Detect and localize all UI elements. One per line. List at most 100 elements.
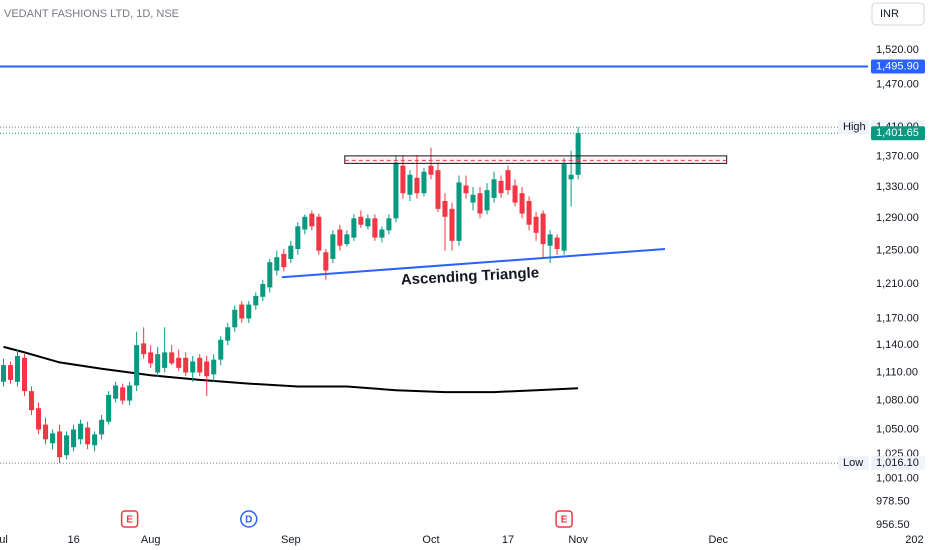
candle-body [449, 208, 455, 241]
event-label[interactable]: D [245, 515, 252, 526]
candle-body [421, 171, 427, 194]
y-tick-label: 1,370.00 [876, 151, 919, 163]
candle-body [295, 226, 301, 250]
candle-body [218, 339, 224, 360]
x-tick-label: 17 [502, 534, 514, 546]
y-tick-label: 1,290.00 [876, 212, 919, 224]
last-price-label: 1,401.65 [876, 127, 919, 139]
candle-body [351, 218, 357, 238]
candle-body [57, 431, 63, 458]
candle-body [190, 361, 196, 373]
time-axis [0, 530, 932, 550]
candle-body [246, 304, 252, 319]
candle-body [512, 185, 518, 203]
candle-body [498, 180, 504, 194]
candle-body [64, 435, 70, 456]
extreme-name-box [838, 120, 869, 135]
candle-body [176, 357, 182, 368]
candle-body [547, 234, 553, 246]
candle-body [491, 179, 497, 198]
candle-body [127, 385, 133, 401]
price-axis [868, 28, 932, 530]
candle-body [113, 385, 119, 399]
candle-body [428, 165, 434, 175]
y-tick-label: 1,520.00 [876, 44, 919, 56]
candle-body [183, 357, 189, 373]
candle-body [162, 352, 168, 368]
resistance-zone [344, 155, 728, 164]
candle-body [29, 391, 35, 411]
candle-body [505, 170, 511, 191]
candle-body [519, 193, 525, 214]
y-tick-label: 1,250.00 [876, 245, 919, 257]
candle-body [239, 304, 245, 319]
candle-body [134, 345, 140, 386]
candle-body [337, 229, 343, 246]
candle-body [169, 352, 175, 364]
candle-body [323, 252, 329, 271]
candle-body [99, 419, 105, 435]
x-tick-label: ul [0, 534, 8, 546]
candle-body [407, 174, 413, 195]
candle-body [414, 177, 420, 194]
candle-body [575, 133, 581, 175]
candle-body [22, 357, 28, 392]
y-tick-label: 1,330.00 [876, 181, 919, 193]
event-marker[interactable] [120, 510, 139, 528]
event-label[interactable]: E [126, 515, 133, 526]
candle-body [0, 365, 7, 382]
event-marker[interactable] [240, 510, 258, 528]
extreme-tag-label: 1,016.10 [876, 457, 919, 469]
candle-body [442, 200, 448, 217]
x-tick-label: Aug [141, 534, 161, 546]
candle-body [120, 387, 126, 401]
chart-title: VEDANT FASHIONS LTD, 1D, NSE [4, 8, 179, 20]
candle-body [526, 200, 532, 225]
candle-body [148, 352, 154, 364]
x-tick-label: 202 [905, 534, 923, 546]
x-tick-label: Nov [568, 534, 588, 546]
candle-body [400, 165, 406, 194]
candle-body [253, 295, 259, 306]
candle-body [281, 253, 287, 268]
candle-body [477, 193, 483, 214]
candle-body [379, 229, 385, 238]
candle-body [85, 427, 91, 445]
last-price-tag [871, 126, 925, 141]
x-tick-label: 16 [67, 534, 79, 546]
y-tick-label: 1,110.00 [876, 366, 918, 378]
candle-body [358, 216, 364, 225]
price-tag-label: 1,495.90 [876, 60, 919, 72]
y-tick-label: 1,210.00 [876, 278, 919, 290]
candle-body [204, 361, 210, 377]
event-label[interactable]: E [561, 515, 568, 526]
candle-body [309, 213, 315, 227]
price-tag [871, 59, 925, 74]
candle-body [274, 257, 280, 271]
x-tick-label: Sep [281, 534, 301, 546]
candle-body [36, 408, 42, 430]
extreme-name-box [838, 456, 869, 471]
candle-body [344, 234, 350, 245]
candle-body [141, 343, 147, 355]
candle-body [78, 423, 84, 440]
candle-body [106, 394, 112, 422]
candle-body [568, 174, 574, 180]
candle-body [288, 245, 294, 259]
candle-body [225, 327, 231, 341]
candle-body [393, 162, 399, 219]
y-tick-label: 1,140.00 [876, 339, 919, 351]
extreme-tag [871, 456, 925, 471]
candle-body [554, 237, 560, 250]
currency-label[interactable]: INR [880, 8, 899, 20]
extreme-name: Low [843, 457, 863, 469]
event-marker[interactable] [555, 510, 573, 528]
y-tick-label: 1,001.00 [876, 472, 919, 484]
candle-body [484, 190, 490, 211]
currency-button[interactable] [871, 2, 925, 26]
candle-body [316, 216, 322, 251]
candle-body [456, 182, 462, 241]
candle-body [435, 170, 441, 209]
